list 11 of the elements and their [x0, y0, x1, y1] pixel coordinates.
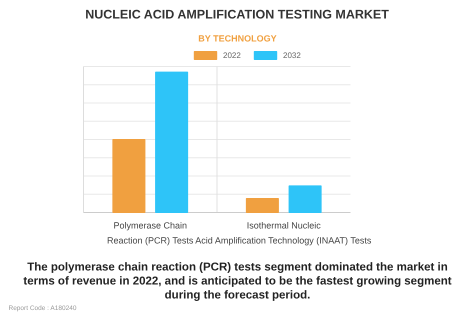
chart-title: NUCLEIC ACID AMPLIFICATION TESTING MARKET — [85, 8, 390, 22]
bar — [246, 198, 279, 213]
bar — [112, 139, 146, 213]
bar — [288, 185, 322, 213]
legend-label: 2022 — [223, 50, 242, 60]
x-tick-label: Isothermal Nucleic Acid Amplification Technology (INAAT) Tests — [195, 220, 372, 246]
bar — [155, 72, 188, 213]
legend-label: 2032 — [283, 50, 302, 60]
x-tick-label: Polymerase Chain Reaction (PCR) Tests — [106, 220, 194, 246]
chart-subtitle: BY TECHNOLOGY — [198, 34, 277, 44]
text: The polymerase chain reaction (PCR) tests segment dominated the market in terms of revenue in 2022, and is anticipated to be the fastest growing segment during the forecast period. — [23, 262, 452, 302]
